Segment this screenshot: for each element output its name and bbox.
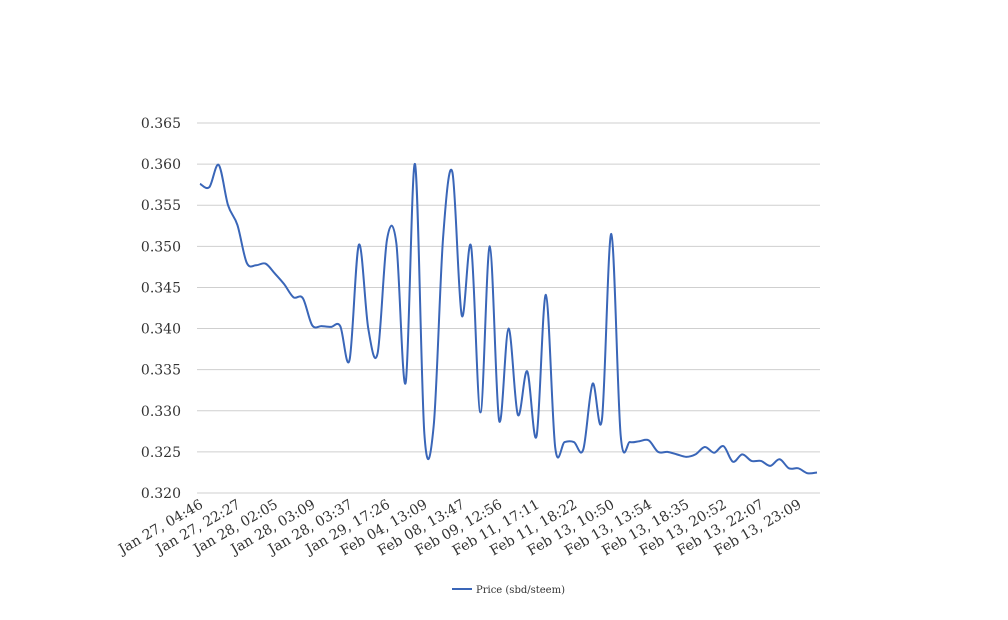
y-tick-label: 0.330 [141, 404, 181, 420]
y-tick-label: 0.355 [141, 198, 181, 214]
y-tick-label: 0.365 [141, 116, 181, 132]
y-tick-label: 0.325 [141, 445, 181, 461]
y-tick-label: 0.320 [141, 486, 181, 502]
legend-label: Price (sbd/steem) [476, 585, 565, 596]
y-tick-label: 0.360 [141, 157, 181, 173]
y-tick-label: 0.340 [141, 322, 181, 338]
y-tick-label: 0.335 [141, 363, 181, 379]
price-line [199, 163, 818, 475]
y-tick-label: 0.345 [141, 280, 181, 296]
y-tick-label: 0.350 [141, 239, 181, 255]
